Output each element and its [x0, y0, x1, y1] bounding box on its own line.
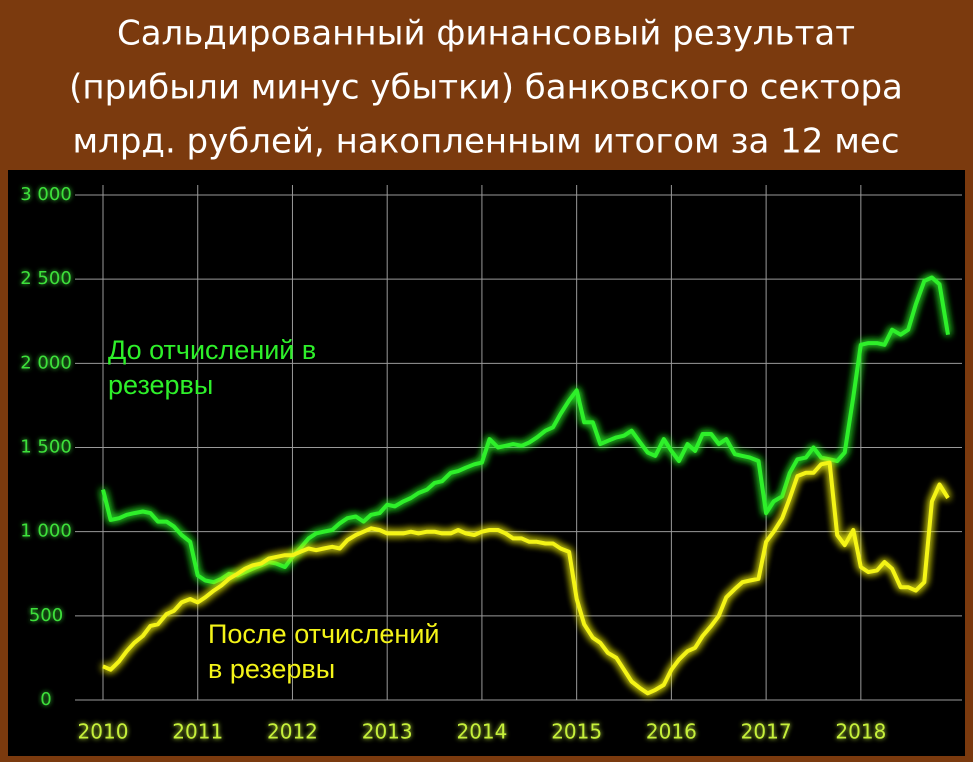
chart-title: млрд. рублей, накопленным итогом за 12 м…	[72, 122, 899, 162]
series-line	[101, 275, 950, 585]
series-label: в резервы	[208, 654, 335, 684]
x-tick-label: 2012	[267, 720, 318, 744]
y-tick-label: 0	[40, 689, 51, 710]
y-tick-label: 2 500	[20, 268, 72, 289]
x-tick-label: 2014	[456, 720, 507, 744]
series-label: До отчислений в	[108, 335, 316, 365]
x-tick-label: 2016	[646, 720, 697, 744]
series-label: резервы	[108, 370, 213, 400]
plot-area	[8, 170, 965, 756]
x-tick-label: 2015	[551, 720, 602, 744]
chart-title: Сальдированный финансовый результат	[117, 14, 855, 54]
x-tick-label: 2013	[362, 720, 413, 744]
series-line	[102, 460, 950, 696]
chart-title: (прибыли минус убытки) банковского секто…	[69, 68, 903, 108]
series-label: После отчислений	[208, 619, 439, 649]
y-tick-label: 500	[29, 605, 63, 626]
y-tick-label: 2 000	[20, 352, 72, 373]
x-tick-label: 2010	[78, 720, 129, 744]
x-tick-label: 2017	[741, 720, 792, 744]
x-tick-label: 2018	[835, 720, 886, 744]
y-tick-label: 3 000	[20, 184, 72, 205]
y-tick-label: 1 500	[20, 437, 72, 458]
x-tick-label: 2011	[172, 720, 223, 744]
y-tick-label: 1 000	[20, 521, 72, 542]
